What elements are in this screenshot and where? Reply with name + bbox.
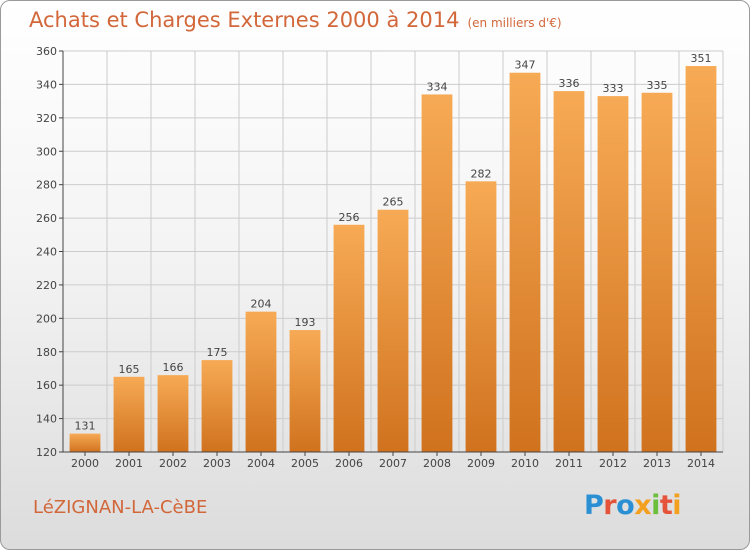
x-tick-label-2010: 2010: [511, 457, 539, 470]
x-tick-label-2006: 2006: [335, 457, 363, 470]
bars: [69, 66, 717, 453]
x-tick-label-2007: 2007: [379, 457, 407, 470]
chart-title-text: Achats et Charges Externes 2000 à 2014: [29, 8, 460, 32]
y-tick-label: 260: [36, 212, 57, 225]
y-tick-label: 240: [36, 246, 57, 259]
logo-letter: x: [634, 490, 652, 521]
bar-2008[interactable]: [421, 94, 453, 453]
bar-2011[interactable]: [553, 91, 585, 452]
y-tick-label: 200: [36, 312, 57, 325]
bar-2002[interactable]: [157, 375, 189, 452]
bar-2010[interactable]: [509, 72, 541, 453]
data-label-2008: 334: [427, 80, 448, 93]
data-label-2009: 282: [471, 167, 492, 180]
bar-2004[interactable]: [245, 311, 277, 452]
proxiti-logo[interactable]: Proxiti: [584, 490, 682, 521]
y-tick-label: 160: [36, 379, 57, 392]
bar-2006[interactable]: [333, 224, 365, 452]
y-tick-label: 300: [36, 145, 57, 158]
y-tick-label: 140: [36, 413, 57, 426]
chart-title: Achats et Charges Externes 2000 à 2014 (e…: [29, 8, 562, 32]
bar-2012[interactable]: [597, 96, 629, 453]
logo-letter: i: [651, 490, 660, 521]
bar-2007[interactable]: [377, 209, 409, 452]
data-label-2014: 351: [691, 52, 712, 65]
x-tick-label-2011: 2011: [555, 457, 583, 470]
commune-name: LéZIGNAN-LA-CèBE: [33, 497, 208, 518]
y-tick-label: 320: [36, 112, 57, 125]
x-tick-label-2004: 2004: [247, 457, 275, 470]
x-tick-label-2005: 2005: [291, 457, 319, 470]
y-tick-label: 280: [36, 179, 57, 192]
x-tick-label-2008: 2008: [423, 457, 451, 470]
axes: 120 140 160 180 200 220 240 260 280 300 320 340 360 2…: [36, 45, 723, 470]
logo-letter: i: [672, 490, 682, 521]
data-labels: 131 165 166 175 204 193 256 265 334 282 347 336 333 3…: [75, 52, 712, 433]
bar-2009[interactable]: [465, 181, 497, 452]
x-tick-label-2012: 2012: [599, 457, 627, 470]
data-label-2004: 204: [251, 298, 272, 311]
y-tick-label: 220: [36, 279, 57, 292]
data-label-2006: 256: [339, 211, 360, 224]
data-label-2012: 333: [603, 82, 624, 95]
bar-2003[interactable]: [201, 360, 233, 452]
bar-2013[interactable]: [641, 92, 673, 452]
data-label-2011: 336: [559, 77, 580, 90]
y-tick-label: 360: [36, 45, 57, 58]
x-tick-label-2003: 2003: [203, 457, 231, 470]
logo-letter: P: [584, 490, 604, 521]
data-label-2013: 335: [647, 79, 668, 92]
x-tick-label-2009: 2009: [467, 457, 495, 470]
x-tick-label-2002: 2002: [159, 457, 187, 470]
logo-letter: r: [603, 490, 617, 521]
x-tick-label-2014: 2014: [687, 457, 715, 470]
x-tick-label-2001: 2001: [115, 457, 143, 470]
x-tick-label-2000: 2000: [71, 457, 99, 470]
y-tick-label: 180: [36, 346, 57, 359]
bar-2014[interactable]: [685, 66, 717, 452]
y-tick-label: 120: [36, 446, 57, 459]
y-tick-label: 340: [36, 78, 57, 91]
data-label-2002: 166: [163, 361, 184, 374]
logo-letter: o: [616, 490, 635, 521]
data-label-2010: 347: [515, 59, 536, 72]
data-label-2000: 131: [75, 420, 96, 433]
bar-2005[interactable]: [289, 330, 321, 452]
x-tick-label-2013: 2013: [643, 457, 671, 470]
bar-2001[interactable]: [113, 376, 145, 452]
data-label-2005: 193: [295, 316, 316, 329]
data-label-2001: 165: [119, 363, 140, 376]
logo-letter: t: [659, 490, 673, 521]
bar-2000[interactable]: [69, 433, 101, 452]
data-label-2003: 175: [207, 346, 228, 359]
chart-subtitle: (en milliers d'€): [467, 16, 562, 30]
data-label-2007: 265: [383, 196, 404, 209]
